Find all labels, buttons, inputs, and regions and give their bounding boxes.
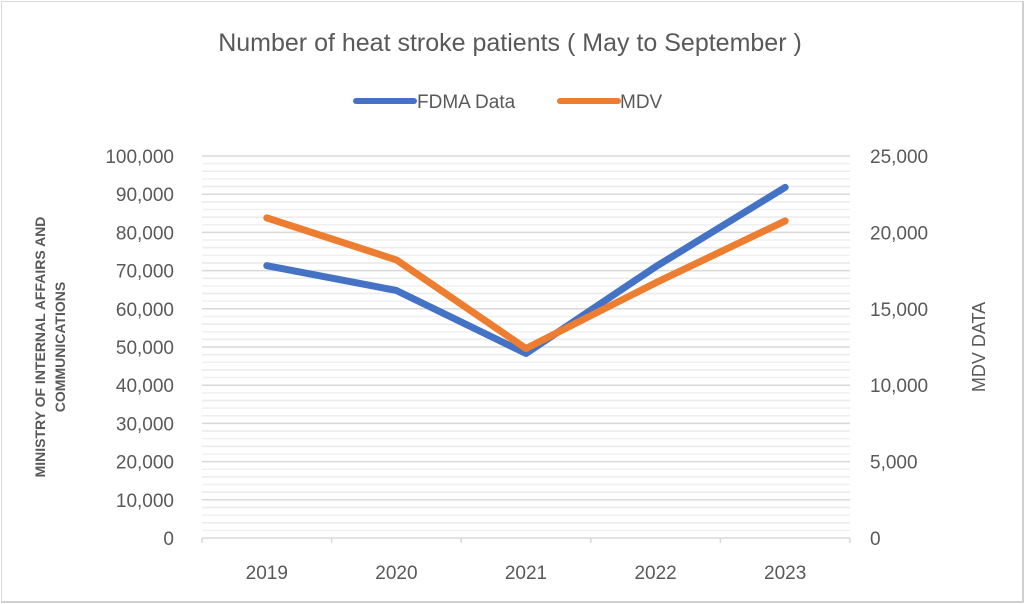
legend-label-fdma: FDMA Data	[417, 92, 516, 113]
x-tick-label: 2019	[246, 563, 288, 584]
y-left-tick-label: 20,000	[116, 453, 174, 474]
gridlines	[202, 155, 850, 532]
y-axis-right: 0 5,000 10,000 15,000 20,000 25,000	[870, 147, 928, 550]
chart-title: Number of heat stroke patients ( May to …	[218, 29, 802, 57]
x-tick-label: 2021	[505, 563, 547, 584]
y-left-tick-label: 0	[163, 529, 174, 550]
y-axis-left-title-line2: COMMUNICATIONS	[52, 282, 68, 412]
y-left-tick-label: 40,000	[116, 376, 174, 397]
y-axis-right-title: MDV DATA	[969, 302, 989, 392]
y-left-tick-label: 10,000	[116, 491, 174, 512]
x-tick-label: 2022	[634, 563, 676, 584]
legend-label-mdv: MDV	[620, 92, 663, 113]
y-right-tick-label: 20,000	[870, 223, 928, 244]
y-left-tick-label: 30,000	[116, 414, 174, 435]
y-left-tick-label: 90,000	[116, 185, 174, 206]
y-right-tick-label: 10,000	[870, 376, 928, 397]
x-tick-label: 2020	[375, 563, 417, 584]
y-axis-left-title-line1: MINISTRY OF INTERNAL AFFAIRS AND	[32, 217, 48, 478]
y-right-tick-label: 5,000	[870, 453, 918, 474]
y-left-tick-label: 100,000	[105, 147, 174, 168]
legend-item-fdma[interactable]: FDMA Data	[353, 92, 516, 113]
y-left-tick-label: 80,000	[116, 223, 174, 244]
y-left-tick-label: 50,000	[116, 338, 174, 359]
y-left-tick-label: 70,000	[116, 262, 174, 283]
series-lines	[263, 183, 789, 357]
y-left-tick-label: 60,000	[116, 300, 174, 321]
y-right-tick-label: 15,000	[870, 300, 928, 321]
x-tick-label: 2023	[764, 563, 806, 584]
y-axis-left: 0 10,000 20,000 30,000 40,000 50,000 60,000 70,…	[105, 147, 174, 550]
y-right-tick-label: 25,000	[870, 147, 928, 168]
legend: FDMA Data MDV	[353, 92, 663, 113]
x-axis: 2019 2020 2021 2022 2023	[201, 537, 851, 584]
legend-item-mdv[interactable]: MDV	[557, 92, 663, 113]
y-right-tick-label: 0	[870, 529, 881, 550]
